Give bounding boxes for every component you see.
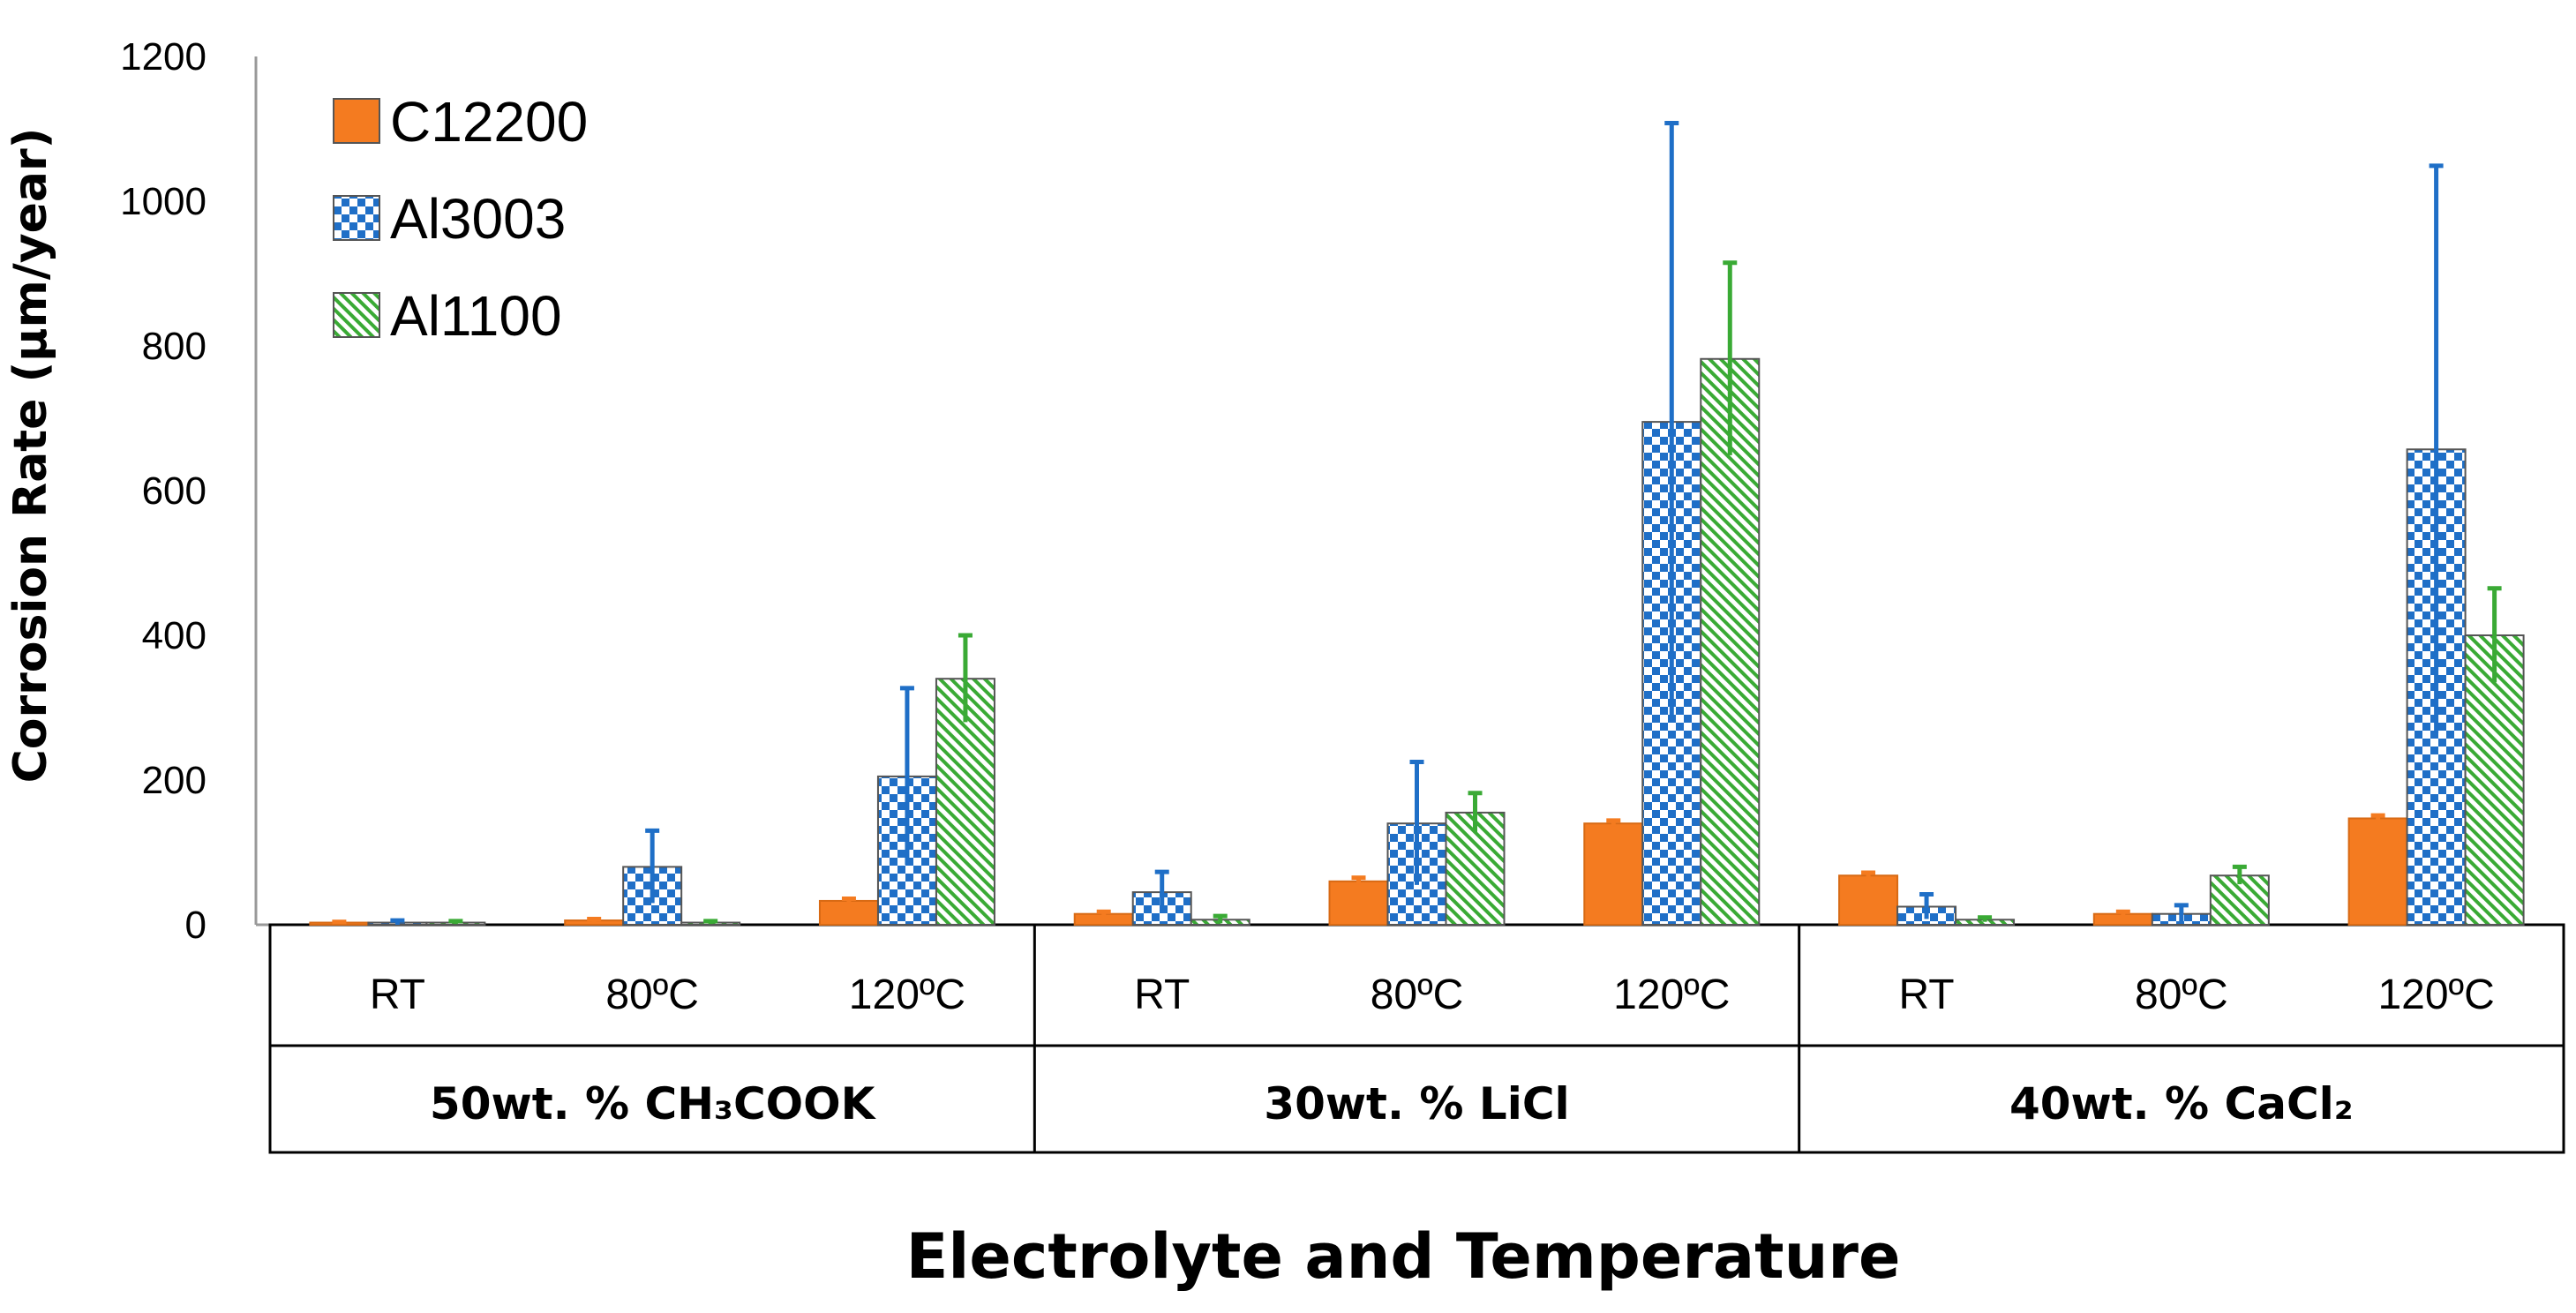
y-tick-label: 1200	[120, 35, 207, 79]
category-label: RT	[1898, 972, 1954, 1018]
group-label: 50wt. % CH₃COOK	[430, 1078, 877, 1129]
y-tick-label: 200	[142, 759, 207, 802]
legend-label-al3003: Al3003	[390, 187, 566, 251]
y-tick-label: 0	[185, 904, 207, 947]
bar-c12200	[1328, 880, 1389, 926]
legend: C12200 Al3003 Al1100	[333, 90, 588, 348]
bars	[309, 120, 2525, 927]
bar-c12200	[1583, 822, 1644, 927]
category-label: 120ºC	[2377, 972, 2494, 1018]
bar-c12200	[818, 899, 879, 927]
y-tick-label: 400	[142, 614, 207, 657]
category-label: 120ºC	[849, 972, 965, 1018]
legend-swatch-al1100	[333, 292, 380, 338]
bar-c12200	[1838, 874, 1899, 926]
y-tick-label: 600	[142, 469, 207, 513]
legend-label-al1100: Al1100	[390, 284, 562, 348]
category-label: RT	[1134, 972, 1190, 1018]
y-tick-label: 1000	[120, 180, 207, 223]
category-label: 80ºC	[1371, 972, 1464, 1018]
legend-swatch-al3003	[333, 195, 380, 241]
group-label: 40wt. % CaCl₂	[2009, 1078, 2354, 1129]
x-axis-title: Electrolyte and Temperature	[906, 1220, 1901, 1293]
category-label: 120ºC	[1613, 972, 1730, 1018]
y-tick-label: 800	[142, 325, 207, 368]
legend-label-c12200: C12200	[390, 90, 588, 154]
category-label: 80ºC	[2135, 972, 2228, 1018]
legend-swatch-c12200	[333, 98, 380, 144]
bar-c12200	[2347, 817, 2408, 927]
x-category-table: 50wt. % CH₃COOK RT 80ºC 120ºC 30wt. % LiCl RT…	[268, 923, 2565, 1154]
y-axis-title: Corrosion Rate (µm/year)	[4, 128, 57, 784]
group-label: 30wt. % LiCl	[1264, 1078, 1569, 1129]
category-label: RT	[370, 972, 425, 1018]
y-axis: 0 200 400 600 800 1000 1200	[120, 35, 2564, 947]
category-label: 80ºC	[605, 972, 699, 1018]
